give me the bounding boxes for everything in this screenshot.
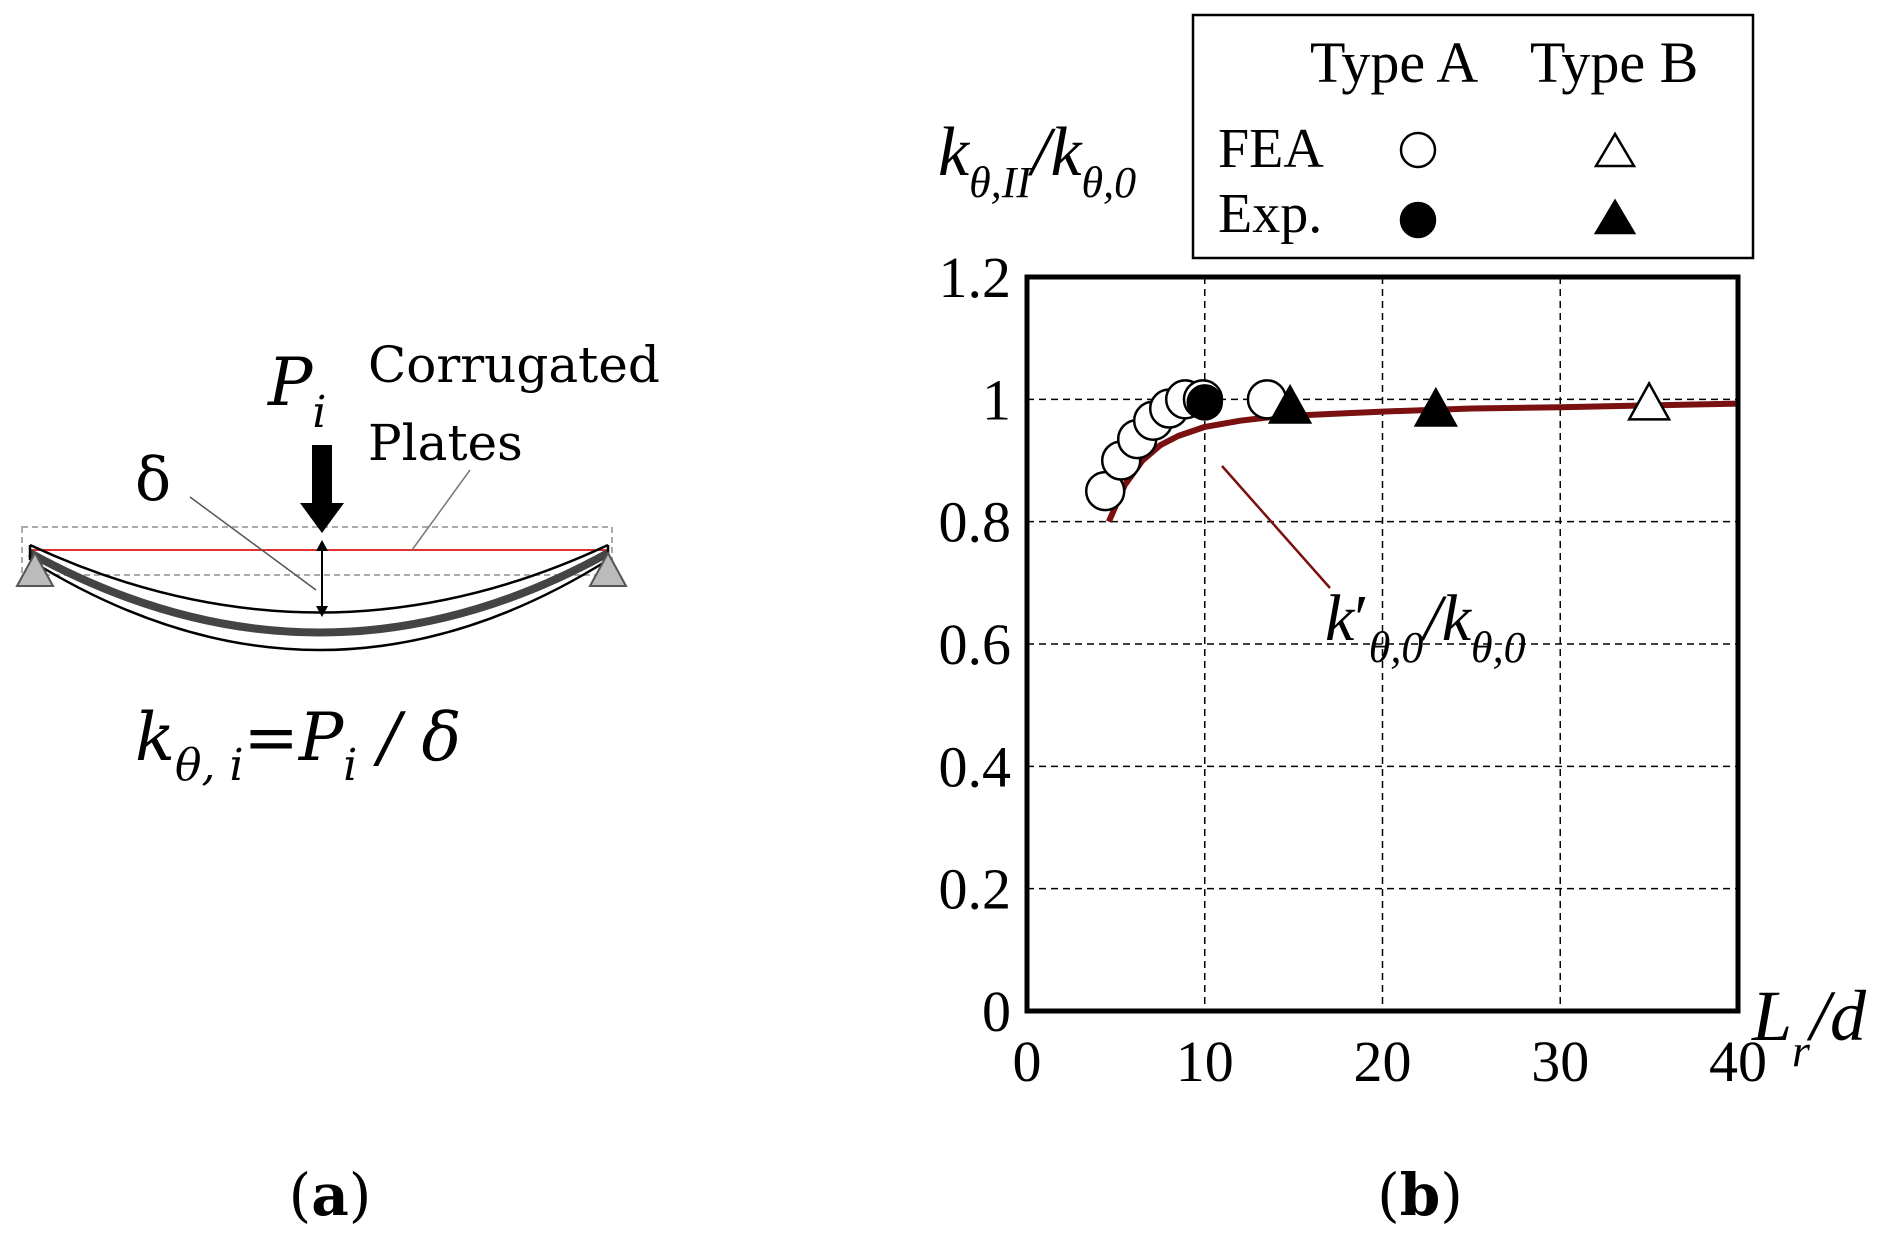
xlabel-rest: /d bbox=[1806, 976, 1867, 1056]
plates-leader bbox=[411, 469, 471, 551]
right-support bbox=[588, 550, 628, 587]
x-tick-label: 20 bbox=[1354, 1029, 1412, 1094]
y-tick-label: 0.6 bbox=[939, 612, 1012, 677]
legend-box bbox=[1191, 13, 1755, 260]
formula-k: k bbox=[135, 699, 175, 776]
plot-area: 0 0.2 0.4 0.6 0.8 1 1.2 0 10 20 30 40 bbox=[939, 245, 1768, 1094]
svg-text:kθ, i=Pi / δ: kθ, i=Pi / δ bbox=[135, 699, 461, 791]
load-arrow-shaft bbox=[312, 445, 332, 505]
caption-a-close: ) bbox=[349, 1161, 372, 1229]
caption-a-open: ( bbox=[289, 1161, 312, 1229]
svg-text:(b): (b) bbox=[1377, 1161, 1463, 1229]
xlabel-sub: r bbox=[1792, 1025, 1811, 1076]
legend-marker-fea-type-a bbox=[1399, 131, 1437, 169]
formula-rest: / δ bbox=[357, 699, 461, 776]
legend-header-type-a: Type A bbox=[1310, 30, 1478, 95]
left-support bbox=[15, 550, 55, 587]
x-tick-labels: 0 10 20 30 40 bbox=[1013, 1029, 1768, 1094]
annotation-sub2: θ,0 bbox=[1471, 623, 1526, 672]
annotation-k2: k bbox=[1442, 582, 1473, 655]
x-tick-label: 10 bbox=[1176, 1029, 1234, 1094]
formula-k-subscript: θ, i bbox=[175, 740, 244, 791]
x-tick-label: 40 bbox=[1709, 1029, 1767, 1094]
caption-b-letter: b bbox=[1400, 1161, 1441, 1229]
ylabel-k2: k bbox=[1050, 114, 1083, 191]
legend-row-fea: FEA bbox=[1218, 118, 1324, 180]
formula-P: P bbox=[298, 699, 345, 776]
ylabel-sub2: θ,0 bbox=[1082, 158, 1137, 207]
plot-frame bbox=[1024, 274, 1741, 1014]
load-arrow-head bbox=[300, 503, 344, 533]
svg-text:Pi: Pi bbox=[267, 344, 327, 438]
y-tick-label: 0.8 bbox=[939, 490, 1012, 555]
annotation-sub1: θ,0 bbox=[1369, 623, 1424, 672]
delta-leader bbox=[189, 496, 317, 591]
panel-b: Type A Type B FEA Exp. kθ,II/kθ,0 0 0.2 0.… bbox=[938, 13, 1867, 1229]
legend-header-type-b: Type B bbox=[1530, 30, 1698, 95]
svg-text:kθ,II/kθ,0: kθ,II/kθ,0 bbox=[938, 114, 1136, 207]
marker-triangle-open-2-0 bbox=[1627, 380, 1672, 421]
y-tick-label: 0.2 bbox=[939, 857, 1012, 922]
annotation-leader bbox=[1221, 465, 1331, 589]
beam-top-edge bbox=[29, 543, 609, 614]
annotation-k: k bbox=[1325, 582, 1356, 655]
curve-layer bbox=[1106, 400, 1739, 523]
beam-midline bbox=[28, 549, 610, 637]
formula-equals: = bbox=[244, 699, 299, 776]
series-line-k-prime bbox=[1106, 400, 1739, 523]
marker-triangle-filled-3-0 bbox=[1267, 383, 1313, 424]
legend-marker-exp-type-b bbox=[1593, 198, 1637, 235]
panel-a: Pi Corrugated Plates δ kθ, i=Pi / δ (a) bbox=[15, 336, 660, 1229]
marker-triangle-filled-3-1 bbox=[1413, 386, 1458, 427]
deflection-arrow-top bbox=[316, 540, 328, 551]
legend-row-exp: Exp. bbox=[1218, 183, 1322, 245]
ylabel-sub1: θ,II bbox=[969, 158, 1033, 207]
load-symbol: P bbox=[267, 344, 314, 421]
y-tick-label: 1 bbox=[982, 367, 1011, 432]
legend-marker-exp-type-a bbox=[1399, 201, 1437, 239]
formula-P-subscript: i bbox=[343, 740, 357, 791]
caption-a-letter: a bbox=[311, 1161, 349, 1229]
y-tick-label: 0 bbox=[982, 979, 1011, 1044]
annotation-prime: ′ bbox=[1354, 582, 1368, 655]
plate-label-line2: Plates bbox=[368, 414, 523, 472]
svg-text:k′θ,0/kθ,0: k′θ,0/kθ,0 bbox=[1325, 582, 1526, 672]
ylabel-k: k bbox=[938, 114, 971, 191]
x-tick-label: 0 bbox=[1013, 1029, 1042, 1094]
svg-text:Lr/d: Lr/d bbox=[1751, 976, 1867, 1076]
caption-b-open: ( bbox=[1377, 1161, 1400, 1229]
svg-text:(a): (a) bbox=[289, 1161, 372, 1229]
y-tick-labels: 0 0.2 0.4 0.6 0.8 1 1.2 bbox=[939, 245, 1012, 1044]
deflection-symbol: δ bbox=[135, 445, 171, 515]
legend-marker-fea-type-b bbox=[1593, 131, 1637, 168]
caption-b-close: ) bbox=[1440, 1161, 1463, 1229]
plate-reference-outline bbox=[21, 526, 613, 576]
y-tick-label: 1.2 bbox=[939, 245, 1012, 310]
plate-label-line1: Corrugated bbox=[368, 336, 660, 394]
load-subscript: i bbox=[312, 387, 326, 438]
marker-circle-filled-1-0 bbox=[1186, 384, 1223, 421]
beam-bottom-edge bbox=[29, 558, 609, 652]
xlabel-L: L bbox=[1751, 976, 1792, 1056]
y-tick-label: 0.4 bbox=[939, 734, 1012, 799]
x-tick-label: 30 bbox=[1531, 1029, 1589, 1094]
marker-layer bbox=[1084, 379, 1672, 512]
deflection-arrow-bottom bbox=[316, 606, 328, 617]
